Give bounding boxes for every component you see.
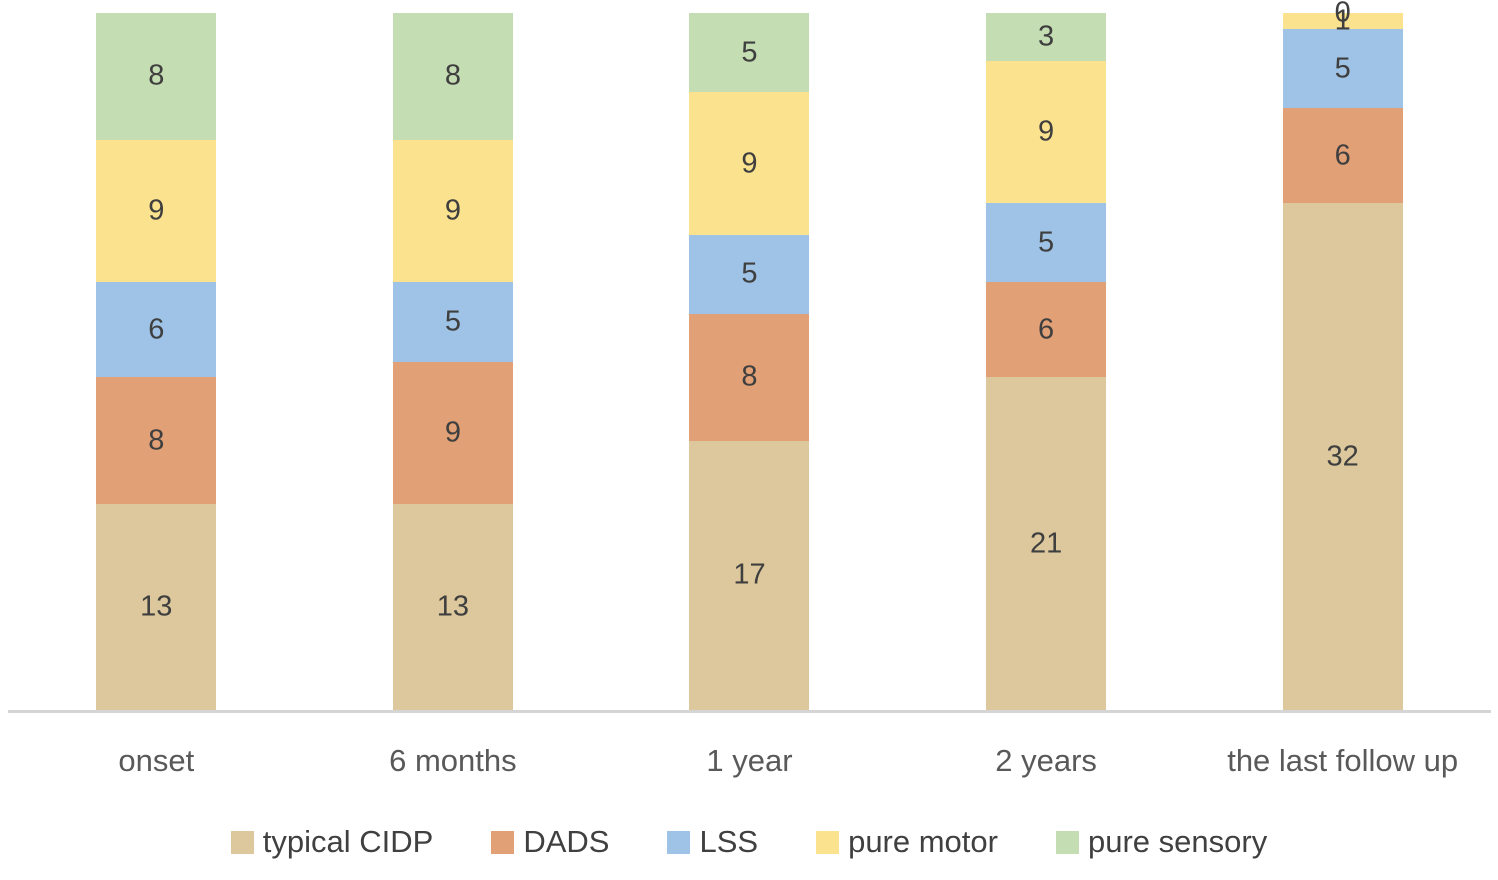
segment-pure-motor: 9 xyxy=(392,139,513,283)
data-label-lss: 5 xyxy=(1038,226,1055,259)
segment-typical-cidp: 17 xyxy=(689,440,810,710)
data-label-pure-motor: 9 xyxy=(148,194,165,227)
segment-pure-sensory: 8 xyxy=(392,13,513,140)
legend-item-dads: DADS xyxy=(491,824,609,860)
legend-swatch-icon xyxy=(491,830,515,854)
data-label-typical-cidp: 13 xyxy=(140,590,173,623)
data-label-typical-cidp: 17 xyxy=(733,558,766,591)
data-label-lss: 5 xyxy=(444,305,461,338)
category-slot-2-years: 21 6 5 9 3 xyxy=(898,0,1195,710)
segment-lss: 6 xyxy=(96,282,217,378)
data-label-dads: 9 xyxy=(444,416,461,449)
segment-lss: 5 xyxy=(1282,28,1403,109)
segment-pure-motor: 9 xyxy=(96,139,217,283)
legend-label-dads: DADS xyxy=(523,824,610,859)
data-label-typical-cidp: 21 xyxy=(1029,527,1063,560)
legend-label-lss: LSS xyxy=(699,824,759,859)
data-label-pure-sensory: 5 xyxy=(741,36,758,69)
segment-pure-sensory: 5 xyxy=(689,13,810,93)
data-label-pure-motor: 9 xyxy=(444,194,461,227)
segment-pure-sensory: 8 xyxy=(96,13,217,140)
category-label-1-year: 1 year xyxy=(706,743,793,778)
bars-row: 13 8 6 9 8 13 9 5 9 8 17 8 5 9 5 21 6 5 9 3 32 6 5 1 0 xyxy=(8,0,1491,710)
bar-onset: 13 8 6 9 8 xyxy=(96,13,217,710)
category-slot-1-year: 17 8 5 9 5 xyxy=(601,0,898,710)
legend-item-pure-sensory: pure sensory xyxy=(1055,824,1268,860)
category-slot-6-months: 13 9 5 9 8 xyxy=(305,0,602,710)
category-label-the-last-follow-up: the last follow up xyxy=(1227,743,1459,778)
plot-area: 13 8 6 9 8 13 9 5 9 8 17 8 5 9 5 21 6 5 9 3 32 6 5 1 0 xyxy=(8,0,1491,713)
segment-dads: 6 xyxy=(986,282,1107,378)
legend-swatch-icon xyxy=(230,830,254,854)
bar-1-year: 17 8 5 9 5 xyxy=(689,13,810,710)
category-label-2-years: 2 years xyxy=(995,743,1097,778)
segment-lss: 5 xyxy=(986,203,1107,283)
legend-item-typical-cidp: typical CIDP xyxy=(230,824,434,860)
segment-lss: 5 xyxy=(392,282,513,362)
segment-dads: 8 xyxy=(96,377,217,505)
bar-6-months: 13 9 5 9 8 xyxy=(392,13,513,710)
segment-pure-motor: 9 xyxy=(986,60,1107,204)
legend: typical CIDP DADS LSS pure motor pure sensor… xyxy=(0,824,1498,860)
data-label-lss: 5 xyxy=(1334,52,1351,84)
data-label-pure-motor: 9 xyxy=(1038,115,1055,148)
segment-pure-sensory: 3 xyxy=(986,13,1107,61)
category-label-onset: onset xyxy=(118,743,195,778)
legend-label-typical-cidp: typical CIDP xyxy=(262,824,434,859)
legend-item-pure-motor: pure motor xyxy=(816,824,998,860)
segment-typical-cidp: 32 xyxy=(1282,203,1403,710)
bar-2-years: 21 6 5 9 3 xyxy=(986,13,1107,710)
data-label-pure-sensory: 8 xyxy=(444,59,461,92)
data-label-dads: 6 xyxy=(1038,313,1055,346)
category-slot-onset: 13 8 6 9 8 xyxy=(8,0,305,710)
data-label-typical-cidp: 32 xyxy=(1326,440,1359,473)
data-label-dads: 8 xyxy=(148,424,165,457)
data-label-lss: 5 xyxy=(741,257,758,290)
bar-the-last-follow-up: 32 6 5 1 0 xyxy=(1282,0,1403,710)
legend-label-pure-sensory: pure sensory xyxy=(1087,824,1268,859)
data-label-pure-sensory: 3 xyxy=(1038,20,1055,53)
segment-dads: 6 xyxy=(1282,108,1403,204)
data-label-lss: 6 xyxy=(148,313,165,346)
data-label-dads: 6 xyxy=(1334,139,1351,172)
legend-label-pure-motor: pure motor xyxy=(848,824,998,859)
data-label-pure-motor: 9 xyxy=(741,147,758,180)
x-axis-line xyxy=(8,710,1491,713)
x-axis-labels: onset 6 months 1 year 2 years the last follo… xyxy=(8,713,1491,779)
segment-dads: 9 xyxy=(392,361,513,505)
segment-lss: 5 xyxy=(689,234,810,315)
data-label-typical-cidp: 13 xyxy=(436,590,470,623)
data-label-dads: 8 xyxy=(741,360,758,393)
legend-swatch-icon xyxy=(1055,830,1079,854)
segment-pure-motor: 9 xyxy=(689,92,810,235)
segment-dads: 8 xyxy=(689,314,810,441)
segment-typical-cidp: 13 xyxy=(392,504,513,710)
legend-swatch-icon xyxy=(667,830,691,854)
data-label-pure-sensory: 8 xyxy=(148,59,165,92)
category-slot-the-last-follow-up: 32 6 5 1 0 xyxy=(1194,0,1491,710)
legend-swatch-icon xyxy=(816,830,840,854)
category-label-6-months: 6 months xyxy=(389,743,517,778)
segment-pure-motor: 1 xyxy=(1282,6,1403,35)
legend-item-lss: LSS xyxy=(667,824,758,860)
segment-typical-cidp: 21 xyxy=(986,377,1107,710)
segment-typical-cidp: 13 xyxy=(96,504,217,710)
